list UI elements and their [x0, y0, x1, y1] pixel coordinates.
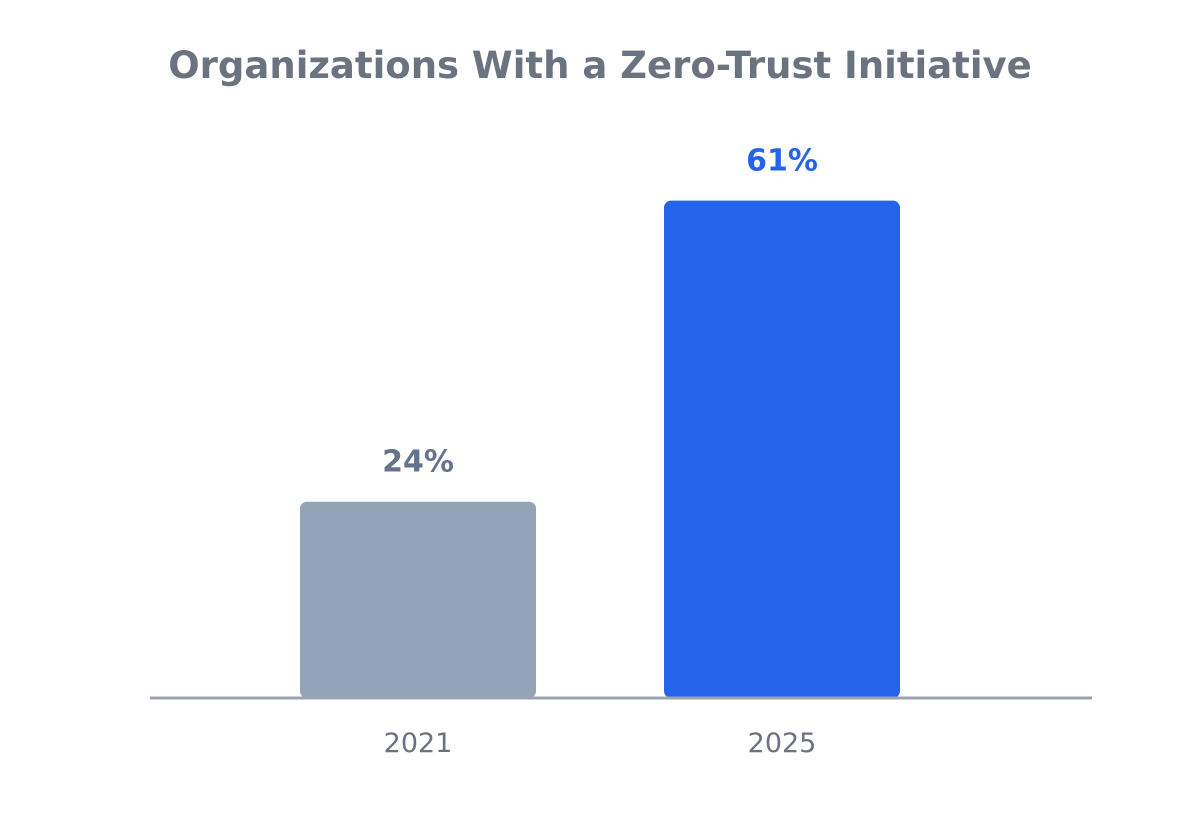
bars-group — [300, 200, 900, 698]
value-label-2025: 61% — [746, 144, 818, 179]
value-label-2021: 24% — [382, 445, 454, 480]
bar-2025 — [664, 200, 900, 698]
x-tick-label-2025: 2025 — [748, 728, 817, 759]
bar-2021 — [300, 501, 536, 698]
x-tick-label-2021: 2021 — [384, 728, 453, 759]
x-tick-labels: 2021 2025 — [384, 728, 817, 759]
chart-title: Organizations With a Zero-Trust Initiati… — [168, 44, 1032, 87]
value-labels-group: 24% 61% — [382, 144, 818, 480]
